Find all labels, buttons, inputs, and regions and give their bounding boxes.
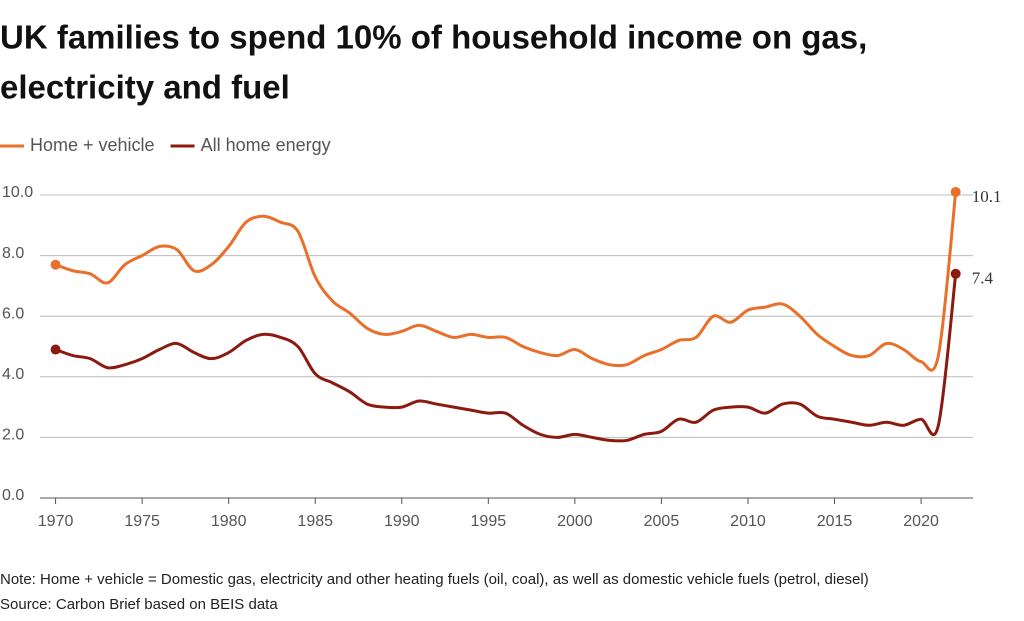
- x-tick-label: 1980: [211, 513, 247, 530]
- y-tick-label: 0.0: [2, 487, 24, 504]
- x-tick-label: 1985: [297, 513, 333, 530]
- x-tick-label: 2000: [557, 513, 593, 530]
- y-tick-label: 10.0: [2, 184, 33, 201]
- line: [55, 191, 958, 372]
- x-tick-label: 1975: [124, 513, 160, 530]
- value-label: 7.4: [972, 269, 994, 288]
- x-tick-label: 2020: [903, 513, 939, 530]
- legend-label: All home energy: [201, 135, 331, 155]
- end-point: [50, 259, 61, 270]
- chart-subtitle: electricity and fuel: [0, 69, 290, 106]
- x-tick-label: 1995: [471, 513, 507, 530]
- legend-label: Home + vehicle: [30, 135, 155, 155]
- x-tick-label: 2015: [817, 513, 853, 530]
- y-tick-label: 4.0: [2, 366, 24, 383]
- x-tick-label: 2010: [730, 513, 766, 530]
- end-point: [50, 344, 61, 355]
- y-tick-label: 6.0: [2, 305, 24, 322]
- y-tick-label: 8.0: [2, 245, 24, 262]
- chart-title: UK families to spend 10% of household in…: [0, 19, 867, 56]
- x-tick-label: 2005: [644, 513, 680, 530]
- x-tick-label: 1990: [384, 513, 420, 530]
- y-tick-label: 2.0: [2, 427, 24, 444]
- end-point: [950, 268, 961, 279]
- source: Source: Carbon Brief based on BEIS data: [0, 596, 278, 613]
- note: Note: Home + vehicle = Domestic gas, ele…: [0, 571, 869, 588]
- value-label: 10.1: [972, 187, 1002, 206]
- end-point: [950, 186, 961, 197]
- line: [55, 273, 958, 443]
- x-tick-label: 1970: [38, 513, 74, 530]
